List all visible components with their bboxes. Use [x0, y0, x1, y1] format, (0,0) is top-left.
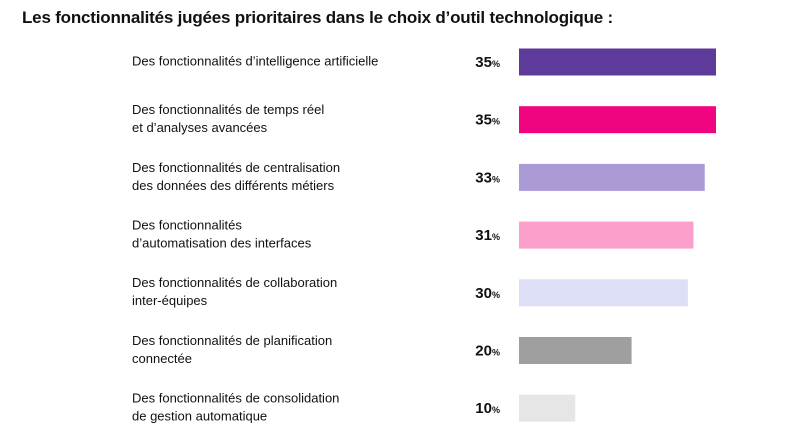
- category-label: Des fonctionnalités de collaboration inte…: [132, 275, 337, 308]
- category-label: Des fonctionnalités de planification conn…: [132, 333, 332, 366]
- category-label-line: Des fonctionnalités de centralisation: [132, 160, 340, 175]
- category-label-line: et d’analyses avancées: [132, 120, 268, 135]
- value-number: 20: [475, 343, 492, 360]
- bar: [519, 279, 688, 307]
- bar: [519, 48, 716, 76]
- category-label-line: de gestion automatique: [132, 409, 267, 424]
- category-label-line: Des fonctionnalités d’intelligence artif…: [132, 53, 378, 68]
- category-label-line: connectée: [132, 351, 192, 366]
- category-label-line: Des fonctionnalités de planification: [132, 333, 332, 348]
- bar: [519, 221, 694, 249]
- category-label: Des fonctionnalités de consolidation de g…: [132, 391, 339, 424]
- bar: [519, 394, 576, 422]
- category-label-line: des données des différents métiers: [132, 178, 335, 193]
- category-label: Des fonctionnalités de temps réel et d’an…: [132, 102, 324, 135]
- bar: [519, 106, 716, 134]
- value-unit: %: [492, 290, 500, 300]
- value-label: 31%: [475, 227, 500, 244]
- value-unit: %: [492, 117, 500, 127]
- value-number: 30: [475, 285, 492, 302]
- category-label: Des fonctionnalités de centralisation des…: [132, 160, 340, 193]
- value-label: 35%: [475, 112, 500, 129]
- value-unit: %: [492, 174, 500, 184]
- value-label: 33%: [475, 169, 500, 186]
- chart-title: Les fonctionnalités jugées prioritaires …: [22, 8, 614, 27]
- value-unit: %: [492, 59, 500, 69]
- value-unit: %: [492, 348, 500, 358]
- category-label: Des fonctionnalités d’automatisation des …: [132, 218, 312, 251]
- category-label-line: Des fonctionnalités de temps réel: [132, 102, 324, 117]
- value-number: 35: [475, 112, 492, 129]
- value-number: 35: [475, 54, 492, 71]
- value-label: 10%: [475, 400, 500, 417]
- value-label: 30%: [475, 285, 500, 302]
- category-label-line: Des fonctionnalités de collaboration: [132, 275, 337, 290]
- value-number: 31: [475, 227, 492, 244]
- value-number: 10: [475, 400, 492, 417]
- category-label-line: Des fonctionnalités: [132, 218, 242, 233]
- category-label-line: inter-équipes: [132, 293, 208, 308]
- value-unit: %: [492, 405, 500, 415]
- value-label: 20%: [475, 343, 500, 360]
- value-label: 35%: [475, 54, 500, 71]
- category-label-line: Des fonctionnalités de consolidation: [132, 391, 339, 406]
- value-unit: %: [492, 232, 500, 242]
- category-label: Des fonctionnalités d’intelligence artif…: [132, 53, 378, 68]
- bar: [519, 337, 632, 364]
- bar: [519, 163, 705, 191]
- value-number: 33: [475, 169, 492, 186]
- category-label-line: d’automatisation des interfaces: [132, 236, 312, 251]
